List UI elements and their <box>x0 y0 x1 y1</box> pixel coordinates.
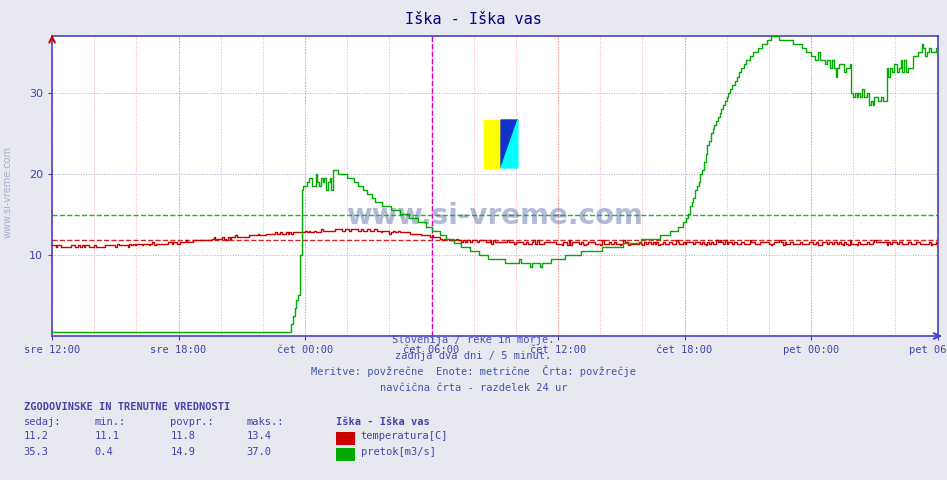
Text: 37.0: 37.0 <box>246 447 271 457</box>
Text: 13.4: 13.4 <box>246 431 271 441</box>
Text: maks.:: maks.: <box>246 417 284 427</box>
Bar <box>484 120 501 168</box>
Text: min.:: min.: <box>95 417 126 427</box>
Polygon shape <box>501 120 518 168</box>
Text: Iška - Iška vas: Iška - Iška vas <box>336 417 430 427</box>
Text: www.si-vreme.com: www.si-vreme.com <box>3 146 12 238</box>
Text: pretok[m3/s]: pretok[m3/s] <box>361 447 436 457</box>
Polygon shape <box>501 120 518 168</box>
Text: www.si-vreme.com: www.si-vreme.com <box>347 202 643 230</box>
Text: 11.1: 11.1 <box>95 431 119 441</box>
Text: 14.9: 14.9 <box>170 447 195 457</box>
Text: sedaj:: sedaj: <box>24 417 62 427</box>
Text: 11.8: 11.8 <box>170 431 195 441</box>
Text: 11.2: 11.2 <box>24 431 48 441</box>
Text: temperatura[C]: temperatura[C] <box>361 431 448 441</box>
Text: Slovenija / reke in morje.: Slovenija / reke in morje. <box>392 335 555 345</box>
Text: povpr.:: povpr.: <box>170 417 214 427</box>
Text: navčična črta - razdelek 24 ur: navčična črta - razdelek 24 ur <box>380 383 567 393</box>
Text: Meritve: povžrečne  Enote: metrične  Črta: povžrečje: Meritve: povžrečne Enote: metrične Črta:… <box>311 365 636 377</box>
Text: 0.4: 0.4 <box>95 447 114 457</box>
Text: zadnja dva dni / 5 minut.: zadnja dva dni / 5 minut. <box>396 351 551 361</box>
Text: ZGODOVINSKE IN TRENUTNE VREDNOSTI: ZGODOVINSKE IN TRENUTNE VREDNOSTI <box>24 402 230 412</box>
Text: 35.3: 35.3 <box>24 447 48 457</box>
Text: Iška - Iška vas: Iška - Iška vas <box>405 12 542 27</box>
